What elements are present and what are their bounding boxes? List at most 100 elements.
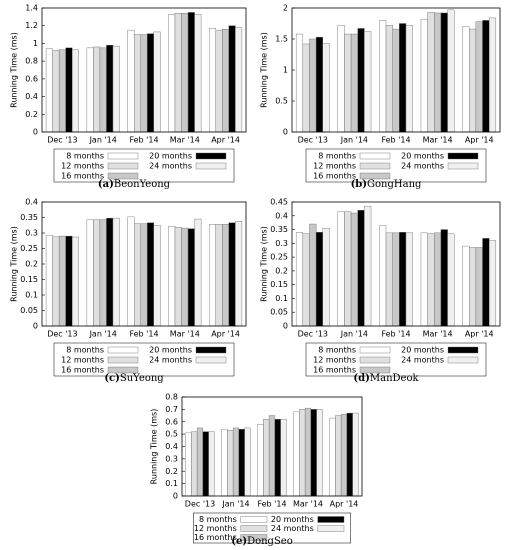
- bar: [399, 232, 407, 327]
- y-tick-label: 0: [283, 128, 288, 137]
- legend-swatch: [447, 346, 479, 354]
- bar: [462, 26, 470, 133]
- y-tick-label: 0: [33, 128, 38, 137]
- bar: [99, 47, 107, 133]
- bar: [181, 13, 189, 133]
- bar: [295, 33, 304, 133]
- y-tick-label: 0.4: [165, 442, 178, 451]
- bar: [45, 234, 53, 327]
- legend-label: 8 months: [318, 152, 356, 161]
- caption-name: DongSeo: [247, 536, 293, 547]
- y-tick-label: 0.8: [165, 393, 178, 402]
- y-tick-label: 1.2: [25, 21, 38, 30]
- bar: [86, 47, 94, 133]
- legend-frame: [193, 512, 351, 544]
- y-tick-label: 0.25: [20, 244, 38, 253]
- caption-name: BeonYeong: [114, 179, 171, 190]
- legend-swatch: [107, 152, 139, 160]
- bar: [447, 233, 455, 327]
- y-tick-label: 0.45: [270, 198, 288, 207]
- y-axis-label: Running Time (ms): [260, 226, 269, 302]
- bar: [244, 427, 251, 497]
- legend-swatch: [107, 346, 139, 354]
- legend-swatch: [447, 162, 479, 170]
- legend-swatch: [240, 534, 268, 541]
- bar: [482, 238, 490, 327]
- x-tick-label: Mar '14: [293, 500, 323, 509]
- bar: [302, 43, 310, 133]
- bar: [488, 240, 497, 327]
- bar: [337, 25, 345, 133]
- bar: [434, 232, 442, 327]
- bar: [405, 25, 413, 133]
- bar: [299, 409, 306, 497]
- legend-label: 24 months: [401, 162, 444, 171]
- y-tick-label: 0.4: [25, 198, 38, 207]
- bar: [447, 9, 455, 133]
- bar: [58, 49, 66, 133]
- bar: [168, 13, 176, 133]
- bar: [209, 224, 217, 327]
- bar: [174, 227, 182, 327]
- y-tick-label: 0.1: [275, 294, 288, 303]
- bar: [309, 223, 317, 327]
- y-tick-label: 0.5: [275, 97, 288, 106]
- y-tick-label: 0.2: [275, 266, 288, 275]
- y-tick-label: 2: [283, 4, 288, 13]
- plot-frame: [181, 396, 363, 497]
- y-tick-label: 0.2: [25, 260, 38, 269]
- plot-frame: [41, 201, 247, 327]
- legend-swatch: [359, 366, 391, 374]
- bar: [52, 236, 60, 327]
- x-tick-label: Jan '14: [221, 500, 249, 509]
- legend-label: 8 months: [199, 515, 237, 524]
- legend-label: 12 months: [61, 162, 104, 171]
- x-tick-label: Apr '14: [211, 136, 240, 145]
- bar: [302, 233, 310, 327]
- legend-swatch: [195, 152, 227, 160]
- legend-label: 16 months: [194, 533, 237, 542]
- bar: [58, 235, 66, 327]
- bar: [469, 247, 477, 327]
- x-tick-label: Apr '14: [465, 136, 494, 145]
- bar: [344, 33, 352, 133]
- y-tick-label: 0.6: [165, 417, 178, 426]
- legend-label: 24 months: [271, 524, 314, 533]
- bar: [440, 229, 448, 327]
- y-tick-label: 0.2: [165, 467, 178, 476]
- legend-label: 20 months: [149, 346, 192, 355]
- bar: [399, 23, 407, 133]
- x-tick-label: Mar '14: [170, 136, 200, 145]
- x-tick-label: Mar '14: [423, 330, 453, 339]
- caption: (c)SuYeong: [104, 373, 164, 384]
- bar: [112, 217, 120, 327]
- subplot: 0 0.2 0.4 0.6 0.8 1 1.2 1.4 Dec '13 Jan '14 Feb '1…: [10, 4, 247, 190]
- caption-name: GongHang: [367, 179, 422, 190]
- bar: [208, 431, 215, 497]
- y-tick-label: 0: [173, 492, 178, 501]
- bar: [147, 33, 154, 133]
- y-tick-label: 0.1: [165, 479, 178, 488]
- legend-swatch: [359, 356, 391, 364]
- bar: [235, 27, 243, 133]
- bar: [93, 46, 101, 133]
- legend-label: 20 months: [149, 152, 192, 161]
- bar: [420, 232, 428, 327]
- legend-frame: [53, 148, 235, 183]
- x-tick-label: Jan '14: [89, 136, 117, 145]
- bar: [392, 232, 400, 327]
- y-tick-label: 1.4: [25, 4, 38, 13]
- subplot: 0 0.05 0.1 0.15 0.2 0.25 0.3 0.35 0.4 Dec '13 Jan …: [10, 198, 247, 384]
- bar: [227, 430, 234, 497]
- bar: [196, 427, 204, 497]
- bar: [238, 428, 245, 497]
- legend-swatch: [107, 356, 139, 364]
- bar: [181, 227, 189, 327]
- y-tick-label: 0.15: [270, 280, 288, 289]
- x-tick-label: Jan '14: [89, 330, 117, 339]
- bar: [379, 225, 387, 327]
- y-tick-label: 0.6: [25, 74, 38, 83]
- x-tick-label: Dec '13: [47, 330, 77, 339]
- legend-swatch: [107, 172, 139, 180]
